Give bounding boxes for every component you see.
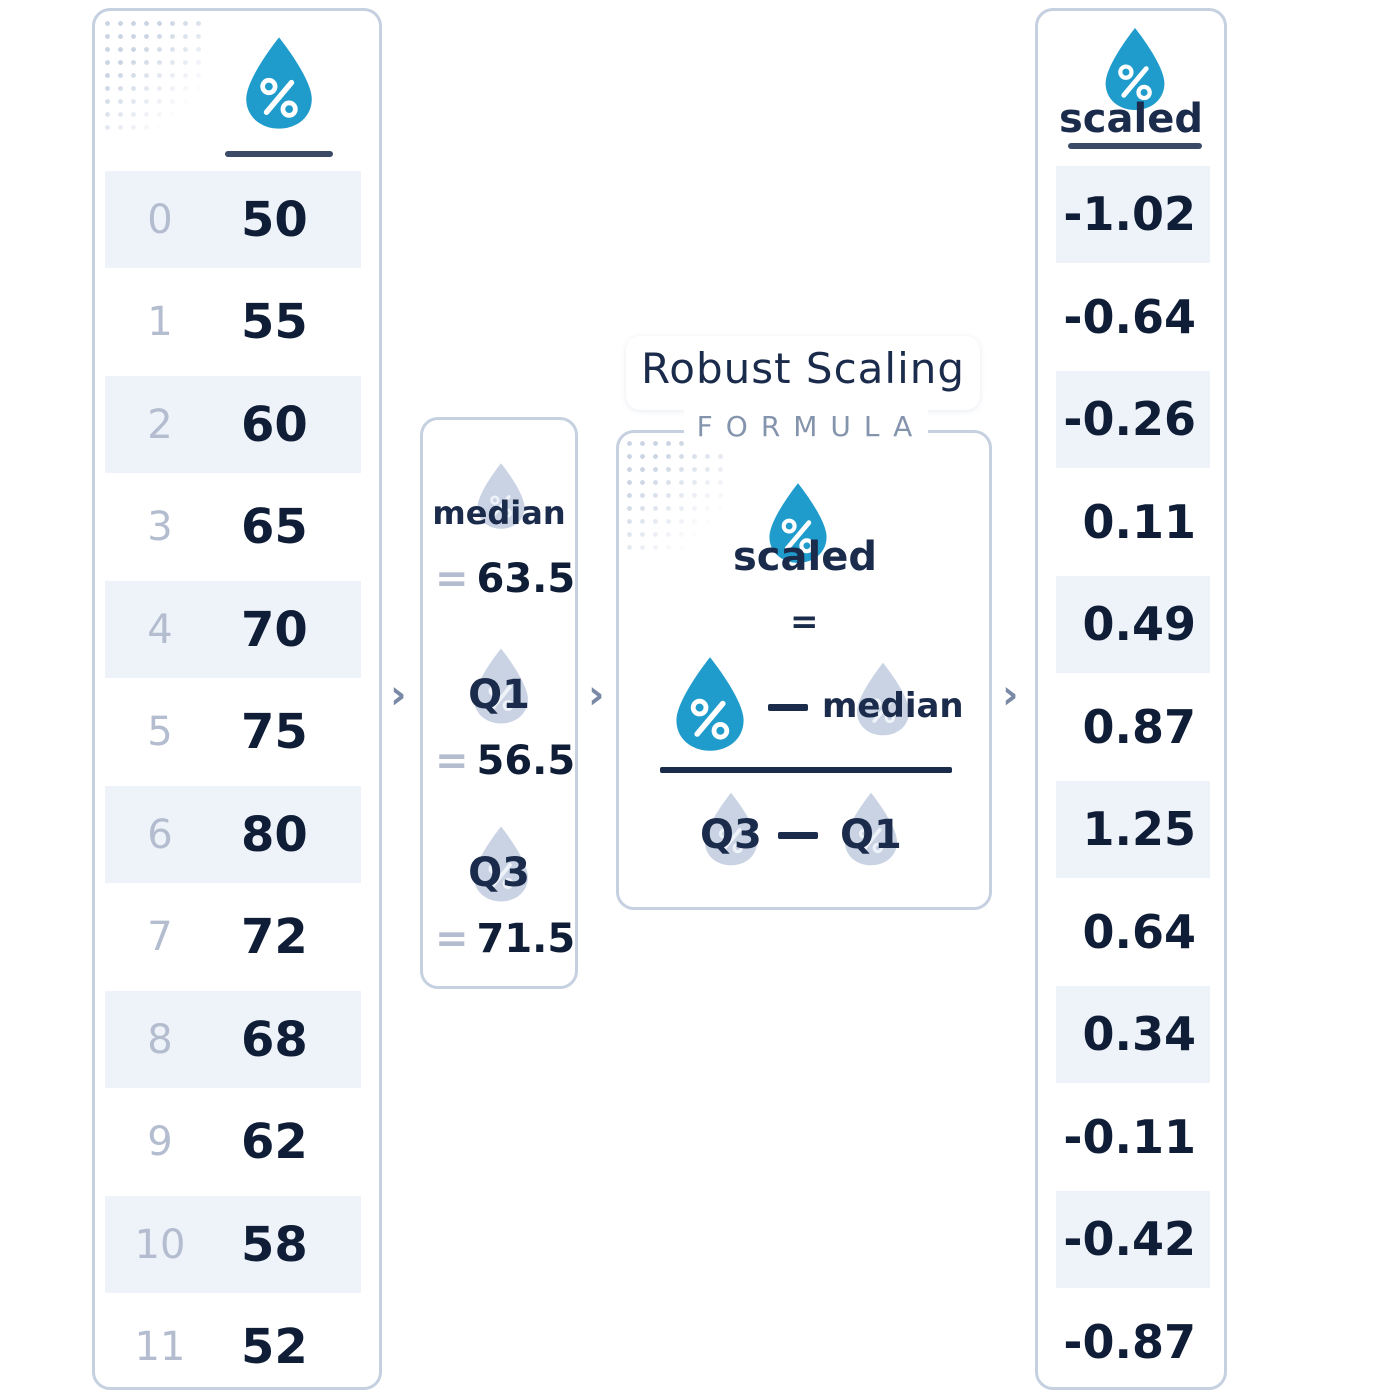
row-index: 10 [134, 1221, 186, 1268]
equals-sign: = [435, 916, 469, 962]
row-value: 65 [241, 499, 308, 555]
percent-drop-icon [670, 654, 750, 754]
scaled-value: -0.26 [1063, 392, 1196, 446]
header-underline [225, 151, 333, 157]
input-table: 0 50 1 55 2 60 3 65 4 70 5 75 6 80 7 72 8 68 9 62 10 58 11 52 [92, 8, 382, 1390]
table-row: 0.34 [1056, 986, 1210, 1083]
q1-number: 56.5 [476, 738, 576, 784]
q3-label: Q3 [468, 850, 530, 896]
table-row: 1 55 [105, 274, 361, 371]
row-index: 11 [134, 1324, 186, 1370]
table-row: 10 58 [105, 1196, 361, 1293]
table-row: 6 80 [105, 786, 361, 883]
formula-subtitle: FORMULA [684, 408, 928, 446]
formula-title: Robust Scaling [626, 336, 980, 410]
chevron-right-icon: › [588, 672, 605, 718]
scaled-value: -0.42 [1063, 1212, 1196, 1266]
scaled-value: -0.11 [1063, 1109, 1196, 1164]
table-row: -0.64 [1056, 269, 1210, 366]
stats-box: median = 63.5 Q1 = 56.5 Q3 = 71.5 [420, 417, 578, 989]
table-row: 0 50 [105, 171, 361, 268]
row-value: 62 [241, 1114, 308, 1170]
table-row: 1.25 [1056, 781, 1210, 878]
scaled-value: -0.87 [1063, 1314, 1196, 1369]
scaled-header-label: scaled [1059, 96, 1203, 142]
scaled-value: -0.64 [1063, 289, 1196, 344]
row-value: 60 [241, 396, 308, 453]
equals-sign: = [435, 738, 469, 784]
output-table: scaled -1.02 -0.64 -0.26 0.11 0.49 0.87 1.25 0.… [1035, 8, 1227, 1390]
row-index: 1 [147, 299, 173, 345]
minus-sign [768, 704, 808, 711]
table-row: 11 52 [105, 1299, 361, 1396]
formula-q3-term: Q3 [700, 812, 762, 858]
median-value: = 63.5 [435, 556, 575, 602]
row-index: 9 [147, 1119, 173, 1165]
scaled-value: 0.34 [1082, 1007, 1197, 1061]
table-row: 3 65 [105, 479, 361, 576]
table-row: 7 72 [105, 889, 361, 986]
row-value: 55 [241, 294, 308, 350]
scaled-value: 0.49 [1082, 597, 1197, 651]
row-index: 8 [147, 1016, 173, 1063]
row-value: 70 [241, 601, 308, 658]
row-value: 52 [241, 1319, 308, 1375]
formula-q1-term: Q1 [840, 812, 902, 858]
scaled-value: 1.25 [1082, 802, 1197, 856]
equals-sign: = [435, 556, 469, 602]
dot-pattern-decoration [101, 17, 206, 132]
fraction-bar [660, 767, 952, 773]
row-index: 3 [147, 504, 173, 550]
row-index: 5 [147, 709, 173, 755]
table-row: 0.87 [1056, 679, 1210, 776]
scaled-value: 0.11 [1082, 494, 1197, 549]
scaled-value: 0.64 [1082, 904, 1197, 959]
table-row: 0.64 [1056, 884, 1210, 981]
minus-sign [778, 832, 818, 839]
q3-number: 71.5 [476, 916, 576, 962]
row-value: 68 [241, 1011, 308, 1068]
q1-value: = 56.5 [435, 738, 575, 784]
row-index: 4 [147, 606, 173, 653]
chevron-right-icon: › [390, 672, 407, 718]
q3-value: = 71.5 [435, 916, 575, 962]
table-row: -0.87 [1056, 1294, 1210, 1391]
row-value: 72 [241, 909, 308, 965]
table-row: 2 60 [105, 376, 361, 473]
table-row: 5 75 [105, 684, 361, 781]
table-row: -0.42 [1056, 1191, 1210, 1288]
row-value: 50 [241, 191, 308, 248]
q1-label: Q1 [468, 672, 530, 718]
table-row: 9 62 [105, 1094, 361, 1191]
median-number: 63.5 [476, 556, 576, 602]
row-value: 80 [241, 806, 308, 863]
header-underline [1068, 143, 1202, 149]
table-row: -0.11 [1056, 1089, 1210, 1186]
row-value: 75 [241, 704, 308, 760]
scaled-value: 0.87 [1082, 699, 1197, 754]
row-index: 6 [147, 811, 173, 858]
scaled-value: -1.02 [1063, 187, 1196, 241]
table-row: 8 68 [105, 991, 361, 1088]
row-index: 2 [147, 401, 173, 448]
formula-result-label: scaled [733, 534, 877, 580]
table-row: 4 70 [105, 581, 361, 678]
table-row: -0.26 [1056, 371, 1210, 468]
table-row: 0.49 [1056, 576, 1210, 673]
row-index: 0 [147, 196, 173, 243]
table-row: 0.11 [1056, 474, 1210, 571]
row-index: 7 [147, 914, 173, 960]
median-label: median [432, 494, 566, 532]
table-row: -1.02 [1056, 166, 1210, 263]
formula-equals: = [790, 602, 819, 642]
formula-median-term: median [822, 686, 964, 726]
chevron-right-icon: › [1002, 672, 1019, 718]
dot-pattern-decoration [623, 437, 723, 557]
percent-drop-icon [240, 33, 318, 133]
row-value: 58 [241, 1216, 308, 1273]
